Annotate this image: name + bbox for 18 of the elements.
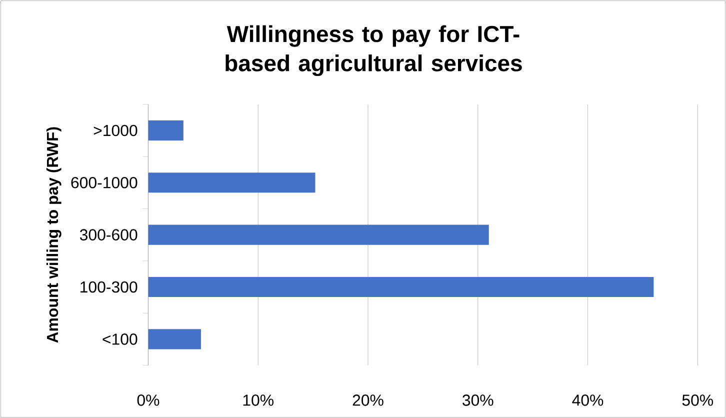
bar (148, 276, 654, 297)
x-tick-label: 10% (243, 394, 274, 406)
x-tick-label: 40% (572, 394, 604, 406)
y-tick-label: <100 (102, 333, 138, 345)
y-tick-label: 600-1000 (71, 176, 138, 188)
bar (148, 120, 184, 140)
x-tick-label: 0% (137, 394, 160, 406)
bar (148, 329, 201, 350)
x-tick-label: 20% (352, 394, 384, 406)
y-axis-title: Amount willing to pay (RWF) (46, 127, 62, 343)
bar (148, 224, 489, 245)
y-tick-label: 100-300 (80, 281, 138, 293)
bar (148, 172, 316, 193)
y-tick-label: 300-600 (80, 229, 138, 240)
chart-title: Willingness to pay for ICT-based agricultural services (226, 25, 522, 76)
x-tick-label: 50% (682, 394, 714, 406)
x-tick-label: 30% (462, 394, 494, 406)
y-tick-label: >1000 (94, 124, 138, 136)
